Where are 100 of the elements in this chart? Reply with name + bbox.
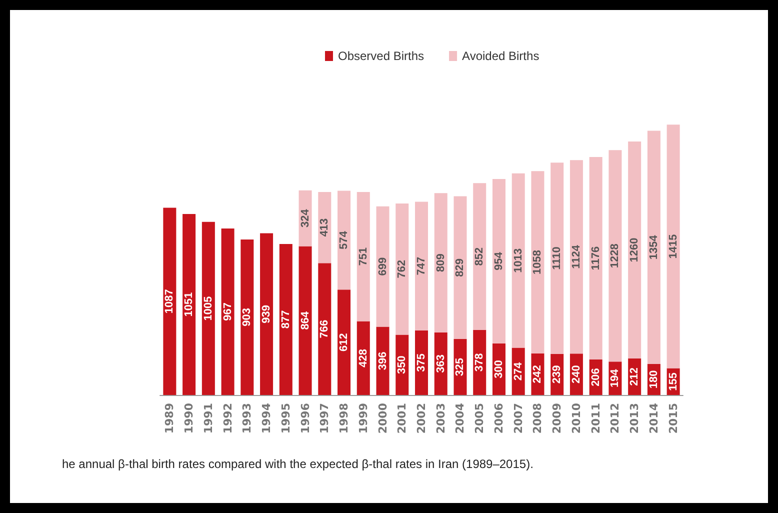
data-label: 852	[474, 247, 486, 266]
bar	[589, 156, 602, 360]
x-tick-label: 1989	[163, 403, 176, 434]
legend-label: Observed Births	[338, 49, 424, 63]
x-tick-label: 2010	[570, 402, 583, 434]
bar	[666, 124, 680, 368]
bar	[163, 208, 176, 395]
data-label: 954	[492, 251, 505, 270]
bar	[240, 239, 254, 395]
data-label: 378	[474, 353, 486, 372]
data-label: 751	[357, 247, 370, 266]
data-label: 1013	[512, 248, 524, 273]
data-label: 396	[376, 352, 389, 370]
bar	[318, 263, 332, 395]
x-tick-label: 1997	[318, 403, 332, 434]
data-label: 1176	[590, 246, 602, 270]
bar	[570, 160, 583, 354]
bar	[318, 192, 332, 264]
x-tick-label: 2003	[434, 403, 448, 434]
x-tick-label: 2009	[550, 403, 564, 434]
x-tick-label: 1999	[356, 403, 370, 434]
data-label: 1354	[648, 234, 660, 260]
data-label: 939	[260, 304, 273, 324]
x-tick-label: 2004	[454, 402, 467, 434]
text: he annual β-thal birth rates compared with the expected β-thal rates in Iran (1989–2015).	[62, 457, 534, 471]
x-tick-label: 2006	[492, 402, 506, 434]
bar	[512, 173, 525, 348]
data-label: 413	[318, 218, 331, 237]
x-tick-label: 2013	[628, 403, 642, 434]
data-label: 747	[416, 256, 428, 276]
data-label: 375	[416, 354, 428, 372]
x-tick-label: 2002	[415, 403, 428, 434]
data-label: 350	[396, 356, 408, 374]
data-label: 180	[648, 370, 660, 389]
bar	[628, 141, 642, 358]
bar	[279, 244, 292, 395]
data-label: 239	[551, 365, 564, 384]
data-label: 612	[338, 333, 350, 352]
data-label: 1415	[667, 234, 680, 259]
bar	[338, 290, 351, 395]
bar	[182, 214, 196, 395]
x-tick-label: 1998	[338, 403, 351, 434]
bar	[550, 162, 564, 354]
data-label: 206	[590, 368, 602, 386]
data-label: 155	[667, 372, 680, 391]
x-tick-label: 2011	[589, 403, 602, 434]
data-label: 1124	[570, 244, 582, 269]
x-tick-label: 1993	[240, 403, 254, 434]
x-tick-label: 1995	[279, 403, 292, 434]
data-label: 428	[357, 348, 370, 368]
bar	[608, 150, 622, 362]
data-label: 212	[628, 368, 641, 386]
x-tick-label: 2005	[473, 403, 486, 434]
legend-label: Avoided Births	[462, 49, 540, 63]
x-tick-label: 1992	[221, 403, 234, 434]
bar	[338, 190, 351, 290]
bar	[531, 171, 544, 354]
x-tick-label: 1996	[298, 402, 312, 434]
bar	[415, 202, 428, 330]
data-label: 324	[299, 208, 312, 228]
data-label: 325	[454, 358, 466, 376]
x-tick-label: 2012	[608, 403, 622, 434]
bar	[376, 206, 390, 327]
x-tick-label: 2001	[396, 403, 409, 434]
bar	[356, 192, 370, 322]
data-label: 864	[299, 310, 312, 330]
x-tick-label: 1991	[202, 403, 215, 434]
data-label: 877	[280, 310, 292, 329]
data-label: 1228	[609, 244, 622, 268]
data-label: 300	[492, 360, 505, 378]
data-label: 242	[532, 364, 544, 384]
x-tick-label: 1994	[260, 402, 274, 434]
data-label: 274	[512, 361, 524, 381]
bar	[221, 228, 234, 395]
bar	[396, 203, 409, 335]
data-label: 762	[396, 260, 408, 278]
bar	[492, 179, 506, 344]
data-label: 1110	[551, 246, 564, 270]
data-label: 1260	[628, 238, 641, 262]
bar	[202, 222, 215, 395]
data-label: 766	[318, 320, 331, 338]
x-tick-label: 2007	[512, 403, 525, 434]
bar	[298, 246, 312, 395]
data-label: 967	[222, 302, 234, 321]
data-label: 699	[376, 257, 389, 276]
data-label: 903	[241, 308, 254, 326]
bar	[647, 130, 660, 364]
x-tick-label: 2014	[647, 402, 660, 434]
data-label: 240	[570, 365, 582, 384]
x-tick-label: 2015	[666, 403, 680, 434]
data-label: 809	[434, 254, 447, 272]
data-label: 1058	[532, 250, 544, 274]
x-tick-label: 2008	[531, 403, 544, 434]
data-label: 363	[434, 354, 447, 373]
bar	[454, 196, 467, 340]
data-label: 1005	[202, 296, 214, 321]
x-tick-label: 1990	[182, 402, 196, 434]
data-label: 829	[454, 258, 466, 277]
bar	[473, 183, 486, 330]
bar	[260, 233, 274, 395]
